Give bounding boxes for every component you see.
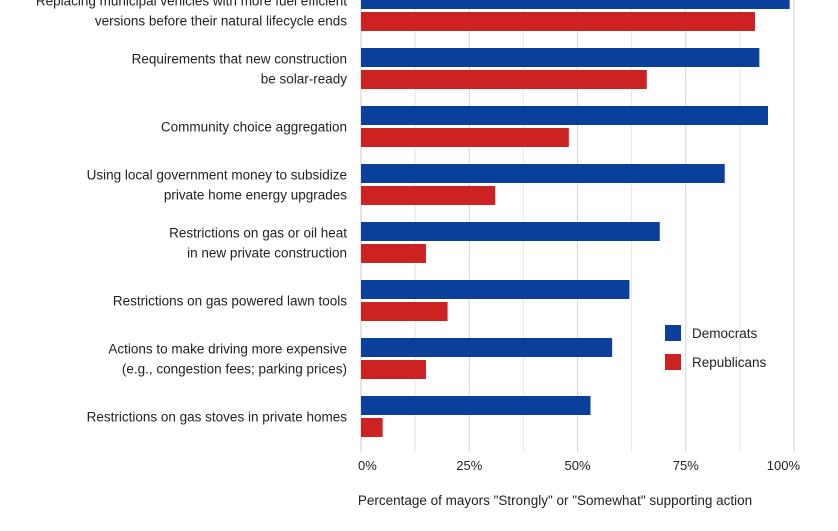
bar-democrats — [361, 396, 591, 415]
category-label: Replacing municipal vehicles with more f… — [36, 0, 347, 9]
bar-republicans — [361, 302, 448, 321]
bar-republicans — [361, 128, 569, 147]
x-tick-label: 75% — [673, 458, 699, 473]
legend-label: Republicans — [692, 355, 767, 370]
category-label: Restrictions on gas stoves in private ho… — [87, 410, 348, 425]
category-labels: Replacing municipal vehicles with more f… — [36, 0, 347, 425]
category-label: be solar-ready — [261, 72, 348, 87]
category-label: Restrictions on gas powered lawn tools — [113, 294, 347, 309]
bar-democrats — [361, 48, 760, 67]
bar-republicans — [361, 186, 496, 205]
bar-democrats — [361, 338, 613, 357]
x-tick-label: 25% — [456, 458, 482, 473]
legend-swatch — [665, 354, 681, 370]
bar-democrats — [361, 222, 660, 241]
legend-label: Democrats — [692, 326, 758, 341]
bar-democrats — [361, 106, 769, 125]
category-label: in new private construction — [187, 246, 347, 261]
bar-republicans — [361, 12, 756, 31]
x-axis-title: Percentage of mayors "Strongly" or "Some… — [358, 493, 752, 508]
x-tick-label: 100% — [767, 458, 801, 473]
category-label: Requirements that new construction — [132, 52, 347, 67]
bar-republicans — [361, 244, 426, 263]
x-tick-label: 0% — [358, 458, 377, 473]
bars — [361, 0, 790, 437]
bar-democrats — [361, 0, 790, 9]
category-label: Community choice aggregation — [161, 120, 347, 135]
x-tick-labels: 0% 25% 50% 75% 100% — [358, 458, 800, 473]
bar-republicans — [361, 70, 647, 89]
category-label: Actions to make driving more expensive — [108, 342, 347, 357]
category-label: Using local government money to subsidiz… — [87, 168, 347, 183]
bar-democrats — [361, 280, 630, 299]
legend: Democrats Republicans — [665, 325, 767, 370]
legend-swatch — [665, 325, 681, 341]
category-label: (e.g., congestion fees; parking prices) — [122, 362, 347, 377]
x-tick-label: 50% — [564, 458, 590, 473]
category-label: private home energy upgrades — [164, 188, 347, 203]
bar-republicans — [361, 360, 426, 379]
category-label: Restrictions on gas or oil heat — [169, 226, 347, 241]
bar-democrats — [361, 164, 725, 183]
category-label: versions before their natural lifecycle … — [95, 14, 347, 29]
bar-republicans — [361, 418, 383, 437]
